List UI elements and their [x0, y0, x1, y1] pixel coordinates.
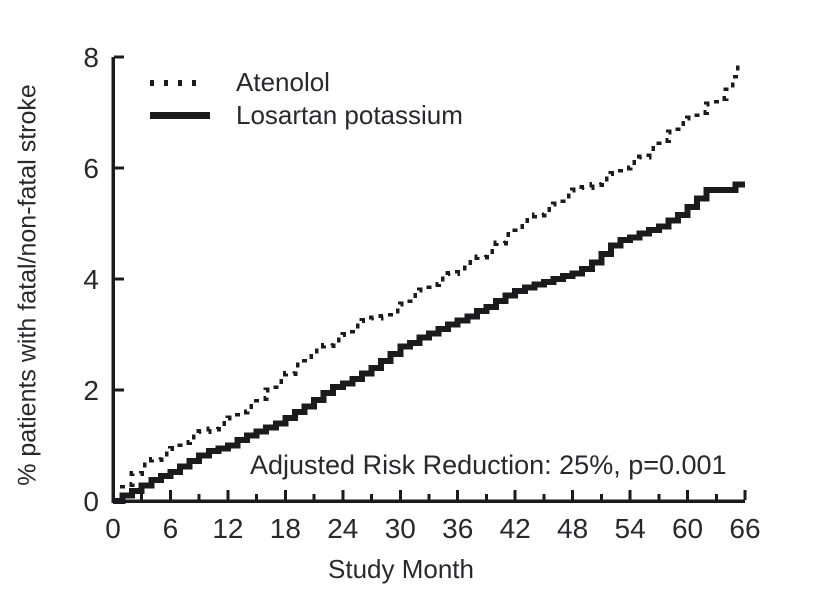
x-tick-label: 12	[212, 513, 243, 544]
legend-item-atenolol: Atenolol	[150, 66, 463, 99]
x-tick-label: 0	[105, 513, 121, 544]
dotted-line-sample-icon	[150, 79, 196, 86]
solid-line-sample-icon	[150, 112, 210, 119]
y-tick-label: 6	[83, 153, 99, 184]
x-tick-label: 24	[327, 513, 358, 544]
losartan-curve	[113, 181, 745, 504]
legend-item-losartan: Losartan potassium	[150, 99, 463, 132]
y-tick-label: 2	[83, 375, 99, 406]
y-axis-title: % patients with fatal/non-fatal stroke	[13, 84, 42, 486]
legend: Atenolol Losartan potassium	[150, 66, 463, 132]
legend-label-atenolol: Atenolol	[236, 67, 330, 97]
y-tick-label: 8	[83, 42, 99, 73]
x-tick-label: 60	[672, 513, 703, 544]
x-tick-label: 36	[442, 513, 473, 544]
y-tick-label: 0	[83, 486, 99, 517]
y-tick-label: 4	[83, 264, 99, 295]
x-tick-label: 54	[615, 513, 646, 544]
x-tick-label: 18	[270, 513, 301, 544]
x-tick-label: 30	[385, 513, 416, 544]
atenolol-curve	[113, 65, 745, 504]
legend-label-losartan: Losartan potassium	[236, 100, 463, 130]
x-axis-title: Study Month	[328, 554, 474, 584]
x-tick-label: 66	[729, 513, 760, 544]
x-tick-label: 6	[163, 513, 179, 544]
x-tick-label: 42	[500, 513, 531, 544]
risk-reduction-annotation: Adjusted Risk Reduction: 25%, p=0.001	[250, 450, 727, 480]
x-tick-label: 48	[557, 513, 588, 544]
